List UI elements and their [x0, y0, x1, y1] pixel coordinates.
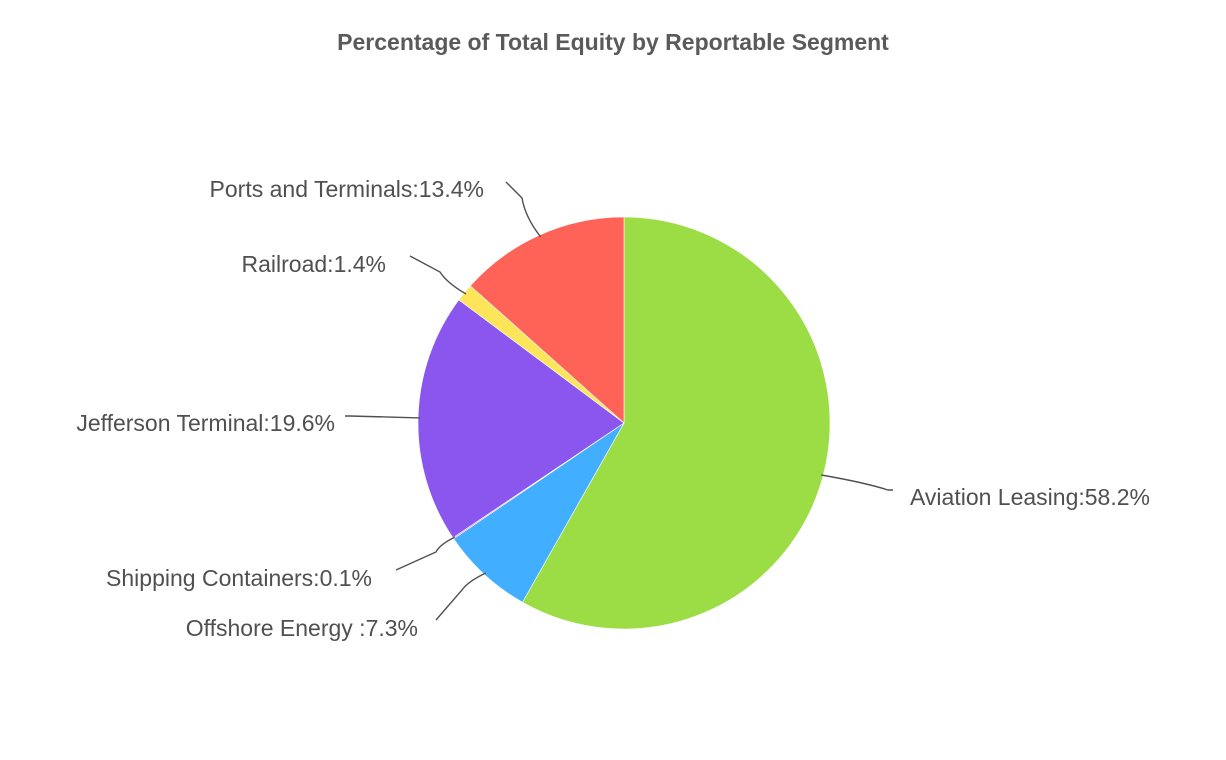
pie-slices — [417, 216, 831, 630]
slice-label-railroad: Railroad:1.4% — [242, 251, 386, 277]
leader-line-ports-and-terminals — [505, 181, 542, 238]
leader-line-railroad — [409, 255, 467, 295]
slice-label-aviation-leasing: Aviation Leasing:58.2% — [910, 484, 1150, 510]
slice-label-ports-and-terminals: Ports and Terminals:13.4% — [210, 176, 484, 202]
leader-line-aviation-leasing — [821, 474, 893, 491]
leader-line-shipping-containers — [395, 536, 456, 571]
leader-lines — [345, 181, 893, 621]
leader-line-jefferson-terminal — [345, 415, 421, 419]
leader-line-offshore-energy — [435, 572, 487, 621]
slice-label-shipping-containers: Shipping Containers:0.1% — [106, 565, 372, 591]
slice-label-offshore-energy: Offshore Energy :7.3% — [186, 615, 418, 641]
slice-label-jefferson-terminal: Jefferson Terminal:19.6% — [76, 410, 335, 436]
slice-labels: Aviation Leasing:58.2% Offshore Energy :7… — [76, 176, 1150, 641]
chart-title: Percentage of Total Equity by Reportable… — [337, 29, 889, 55]
